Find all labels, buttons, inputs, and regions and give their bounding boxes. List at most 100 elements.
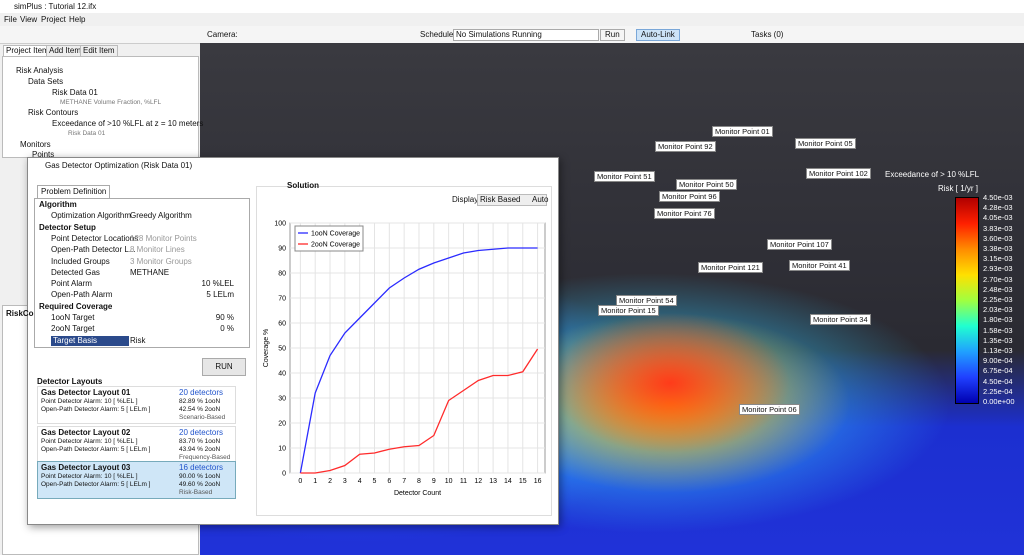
- x-tick-label: 5: [373, 478, 377, 485]
- y-tick-label: 100: [274, 221, 286, 228]
- monitor-point-label[interactable]: Monitor Point 51: [594, 171, 655, 182]
- tree-item[interactable]: Monitors: [20, 140, 51, 149]
- tree-item[interactable]: Risk Data 01: [52, 88, 98, 97]
- monitor-point-label[interactable]: Monitor Point 102: [806, 168, 871, 179]
- grid-value[interactable]: 128 Monitor Points: [130, 233, 197, 243]
- layout-detail: Point Detector Alarm: 10 [ %LEL ]: [41, 473, 138, 480]
- colorbar-label: 6.75e-04: [983, 366, 1013, 376]
- colorbar-label: 2.70e-03: [983, 274, 1013, 284]
- display-label: Display:: [452, 195, 481, 204]
- layout-1oon: 83.70 % 1ooN: [179, 438, 221, 445]
- layout-item[interactable]: [37, 461, 236, 499]
- legend: [294, 225, 364, 252]
- tree-item[interactable]: METHANE Volume Fraction, %LFL: [60, 99, 162, 106]
- y-tick-label: 60: [278, 321, 286, 328]
- display-select[interactable]: Risk Based: [477, 194, 547, 206]
- grid-value[interactable]: Greedy Algorithm: [130, 211, 192, 221]
- y-tick-label: 70: [278, 296, 286, 303]
- series-line: [300, 348, 539, 474]
- grid-value[interactable]: Risk: [130, 335, 146, 345]
- colorbar-label: 4.05e-03: [983, 213, 1013, 223]
- auto-checkbox[interactable]: Auto: [532, 195, 549, 204]
- grid-key: Point Alarm: [51, 279, 92, 289]
- colorbar-label: 4.50e-04: [983, 376, 1013, 386]
- colorbar-label: 2.25e-03: [983, 295, 1013, 304]
- x-tick-label: 1: [313, 478, 317, 485]
- run-button[interactable]: RUN: [202, 358, 246, 376]
- colorbar-label: 3.15e-03: [983, 254, 1013, 264]
- grid-value[interactable]: METHANE: [130, 267, 170, 277]
- monitor-point-label[interactable]: Monitor Point 34: [810, 314, 871, 325]
- y-tick-label: 40: [278, 371, 286, 378]
- monitor-point-label[interactable]: Monitor Point 92: [655, 141, 716, 152]
- autolink-button[interactable]: Auto-Link: [636, 29, 680, 41]
- tree-item[interactable]: Risk Analysis: [16, 66, 64, 75]
- grid-value[interactable]: 10 %LEL: [201, 279, 234, 289]
- layout-detail: Point Detector Alarm: 10 [ %LEL ]: [41, 398, 138, 405]
- layout-item[interactable]: [37, 386, 236, 424]
- x-tick-label: 0: [298, 478, 302, 485]
- monitor-point-label[interactable]: Monitor Point 121: [698, 262, 763, 273]
- x-tick-label: 15: [519, 478, 527, 485]
- tree-item[interactable]: Points: [32, 150, 55, 159]
- title-bar: [0, 0, 1024, 13]
- layout-name: Gas Detector Layout 01: [41, 388, 131, 397]
- x-tick-label: 2: [328, 478, 332, 485]
- x-tick-label: 10: [445, 478, 453, 485]
- menu-item[interactable]: Help: [69, 15, 86, 24]
- tab[interactable]: Problem Definition: [37, 185, 111, 199]
- layout-detail: Open-Path Detector Alarm: 5 [ LELm ]: [41, 446, 151, 453]
- colorbar-label: 3.60e-03: [983, 233, 1013, 243]
- layout-basis: Frequency-Based: [179, 454, 231, 461]
- legend-label: 2ooN Coverage: [311, 242, 360, 249]
- monitor-point-label[interactable]: Monitor Point 05: [795, 138, 856, 149]
- layout-1oon: 90.00 % 1ooN: [179, 473, 221, 480]
- colorbar-label: 2.03e-03: [983, 305, 1013, 315]
- layout-2oon: 42.54 % 2ooN: [179, 406, 221, 413]
- grid-key: 1ooN Target: [51, 313, 95, 322]
- x-tick-label: 4: [358, 478, 362, 485]
- grid-key: Included Groups: [51, 256, 110, 266]
- monitor-point-label[interactable]: Monitor Point 15: [598, 305, 659, 316]
- grid-value[interactable]: 3 Monitor Groups: [130, 256, 192, 266]
- colorbar-label: 4.28e-03: [983, 203, 1013, 213]
- monitor-point-label[interactable]: Monitor Point 96: [659, 191, 720, 202]
- x-tick-label: 8: [417, 478, 421, 485]
- section-title: Detector Layouts: [37, 377, 103, 386]
- menu-item[interactable]: File: [4, 15, 17, 24]
- tasks-menu[interactable]: Tasks (0): [751, 30, 784, 39]
- grid-value[interactable]: 8 Monitor Lines: [130, 245, 185, 255]
- monitor-point-label[interactable]: Monitor Point 50: [676, 179, 737, 190]
- menu-item[interactable]: View: [20, 15, 38, 24]
- grid-value[interactable]: 90 %: [215, 313, 234, 322]
- layout-name: Gas Detector Layout 03: [41, 463, 131, 472]
- grid-value[interactable]: 0 %: [220, 324, 234, 334]
- y-tick-label: 0: [282, 471, 286, 478]
- monitor-point-label[interactable]: Monitor Point 06: [739, 404, 800, 415]
- property-grid: [34, 198, 250, 348]
- tab[interactable]: Edit Item: [80, 45, 118, 57]
- menu-item[interactable]: Project: [41, 15, 66, 24]
- tree-item[interactable]: Risk Data 01: [68, 130, 106, 137]
- monitor-point-label[interactable]: Monitor Point 107: [767, 239, 832, 250]
- y-axis-label: Coverage %: [263, 329, 270, 368]
- monitor-point-label[interactable]: Monitor Point 01: [712, 126, 773, 137]
- run-button[interactable]: Run: [600, 29, 625, 41]
- colorbar-label: 2.25e-04: [983, 386, 1013, 396]
- monitor-point-label[interactable]: Monitor Point 41: [789, 260, 850, 271]
- layout-count: 20 detectors: [179, 388, 224, 397]
- grid-section: Detector Setup: [39, 222, 96, 232]
- monitor-point-label[interactable]: Monitor Point 76: [654, 208, 715, 219]
- grid-key: Optimization Algorithm: [51, 211, 132, 221]
- layout-count: 16 detectors: [179, 463, 224, 472]
- y-tick-label: 10: [278, 446, 286, 453]
- tab[interactable]: Add Item: [46, 45, 85, 57]
- grid-value[interactable]: 5 LELm: [206, 290, 234, 300]
- colorbar: [955, 197, 979, 404]
- tab[interactable]: Project Items: [3, 45, 56, 57]
- tree-item[interactable]: Exceedance of >10 %LFL at z = 10 meters: [52, 119, 204, 128]
- layout-basis: Scenario-Based: [179, 414, 226, 421]
- tree-item[interactable]: Data Sets: [28, 77, 64, 86]
- tree-item[interactable]: Risk Contours: [28, 108, 79, 117]
